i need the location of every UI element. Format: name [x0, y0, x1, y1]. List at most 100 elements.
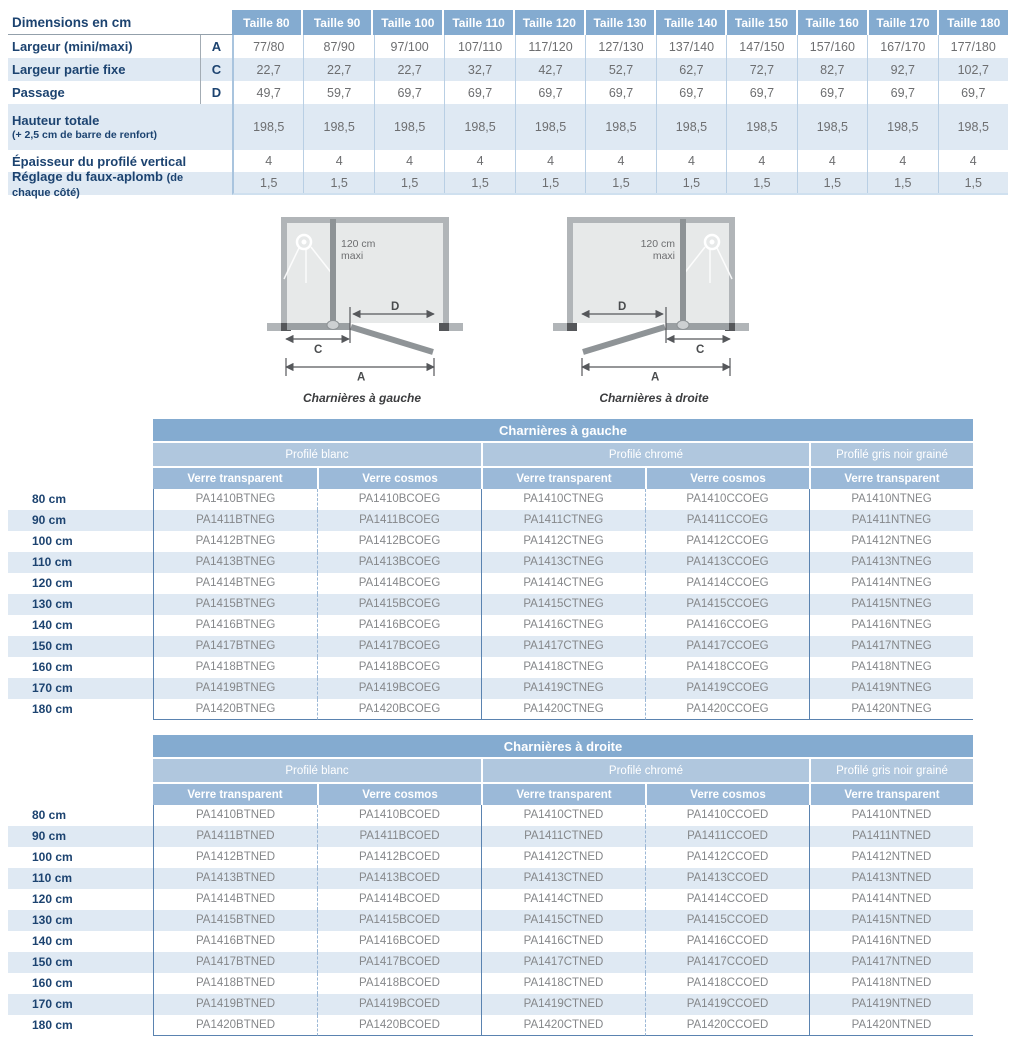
code-cell: PA1415BTNEG	[153, 594, 317, 615]
product-row: 180 cm PA1420BTNED PA1420BCOED PA1420CTN…	[8, 1015, 973, 1036]
row-values: 77/80 87/90 97/100 107/110 117/120 127/130 137…	[232, 35, 1008, 58]
code-cell: PA1412CCOED	[645, 847, 809, 868]
glass-header-cell: Verre transparent	[153, 468, 317, 489]
code-cell: PA1412BTNEG	[153, 531, 317, 552]
row-values: 49,7 59,7 69,7 69,7 69,7 69,7 69,7 69,7 69,7 69,7…	[232, 81, 1008, 104]
size-cell: 80 cm	[32, 808, 67, 822]
size-header-cell: Taille 120	[512, 10, 584, 35]
code-cell: PA1415BTNED	[153, 910, 317, 931]
size-cell: 90 cm	[32, 829, 67, 843]
value-cell: 1,5	[260, 175, 278, 190]
product-row: 180 cm PA1420BTNEG PA1420BCOEG PA1420CTN…	[8, 699, 973, 720]
row-label: Hauteur totale (+ 2,5 cm de barre de ren…	[8, 104, 200, 150]
diagram-right-caption: Charnières à droite	[599, 391, 709, 405]
code-cell: PA1420CTNEG	[481, 699, 645, 720]
row-values: 198,5 198,5 198,5 198,5 198,5 198,5 198,5 198,5…	[232, 104, 1008, 150]
code-cell: PA1416BTNEG	[153, 615, 317, 636]
dimension-letter: A	[200, 35, 232, 58]
glass-header-cell: Verre transparent	[153, 784, 317, 805]
product-row: 100 cm PA1412BTNED PA1412BCOED PA1412CTN…	[8, 847, 973, 868]
value-cell: 1,5	[726, 172, 796, 193]
code-cell: PA1411NTNED	[809, 826, 973, 847]
code-cell: PA1413BTNEG	[153, 552, 317, 573]
profile-header-blanc: Profilé blanc	[153, 759, 481, 782]
value-cell: 4	[726, 150, 796, 172]
value-cell: 4	[655, 150, 726, 172]
value-cell: 52,7	[585, 58, 655, 81]
dimension-letter	[200, 172, 232, 195]
code-cell: PA1415NTNEG	[809, 594, 973, 615]
code-cell: PA1414CTNEG	[481, 573, 645, 594]
code-cell: PA1419BTNEG	[153, 678, 317, 699]
code-cell: PA1415NTNED	[809, 910, 973, 931]
value-cell: 1,5	[585, 172, 655, 193]
size-cell: 160 cm	[32, 660, 73, 674]
dim-label-d: D	[618, 301, 626, 313]
size-cell: 120 cm	[32, 892, 73, 906]
spec-row-hauteur: Hauteur totale (+ 2,5 cm de barre de ren…	[8, 104, 1008, 150]
code-cell: PA1417CCOEG	[645, 636, 809, 657]
code-cell: PA1411BTNED	[153, 826, 317, 847]
value-cell: 4	[514, 150, 585, 172]
glass-header-cell: Verre cosmos	[317, 784, 481, 805]
diagram-hinges-left: 120 cm maxi D C A Charnières à gauche	[257, 211, 467, 405]
code-cell: PA1416NTNEG	[809, 615, 973, 636]
code-cell: PA1412NTNED	[809, 847, 973, 868]
size-header-cell: Taille 90	[300, 10, 372, 35]
product-row: 120 cm PA1414BTNEG PA1414BCOEG PA1414CTN…	[8, 573, 973, 594]
value-cell: 127/130	[585, 35, 655, 58]
code-cell: PA1414CTNED	[481, 889, 645, 910]
size-cell: 130 cm	[32, 913, 73, 927]
row-label: Réglage du faux-aplomb (de chaque côté)	[12, 168, 184, 199]
value-cell: 69,7	[585, 81, 655, 104]
value-cell: 69,7	[655, 81, 726, 104]
code-cell: PA1420NTNEG	[809, 699, 973, 720]
dimension-letter	[200, 104, 232, 150]
product-table-hinges-right: Charnières à droite Profilé blanc Profil…	[8, 735, 973, 1036]
code-cell: PA1414BTNEG	[153, 573, 317, 594]
code-cell: PA1419BCOEG	[317, 678, 481, 699]
product-row: 110 cm PA1413BTNEG PA1413BCOEG PA1413CTN…	[8, 552, 973, 573]
code-cell: PA1412NTNEG	[809, 531, 973, 552]
value-cell: 198,5	[373, 104, 444, 150]
code-cell: PA1410CTNED	[481, 805, 645, 826]
glass-header-cell: Verre cosmos	[645, 784, 809, 805]
value-cell: 198,5	[514, 104, 585, 150]
code-cell: PA1410BTNEG	[153, 489, 317, 510]
size-cell: 110 cm	[32, 871, 73, 885]
code-cell: PA1419BTNED	[153, 994, 317, 1015]
product-row: 130 cm PA1415BTNEG PA1415BCOEG PA1415CTN…	[8, 594, 973, 615]
code-cell: PA1416BTNED	[153, 931, 317, 952]
code-cell: PA1415BCOED	[317, 910, 481, 931]
code-cell: PA1418BTNEG	[153, 657, 317, 678]
code-cell: PA1416BCOED	[317, 931, 481, 952]
code-cell: PA1412CCOEG	[645, 531, 809, 552]
value-cell: 1,5	[373, 172, 444, 193]
code-cell: PA1420CCOEG	[645, 699, 809, 720]
code-cell: PA1419CTNEG	[481, 678, 645, 699]
spec-row-largeur: Largeur (mini/maxi) A 77/80 87/90 97/100 10…	[8, 35, 1008, 58]
code-cell: PA1411CCOED	[645, 826, 809, 847]
code-cell: PA1411CCOEG	[645, 510, 809, 531]
code-cell: PA1411CTNED	[481, 826, 645, 847]
code-cell: PA1416CTNED	[481, 931, 645, 952]
product-row: 160 cm PA1418BTNEG PA1418BCOEG PA1418CTN…	[8, 657, 973, 678]
code-cell: PA1412BTNED	[153, 847, 317, 868]
support-bar	[680, 219, 686, 327]
dimension-letter	[200, 150, 232, 172]
row-label: Largeur partie fixe	[12, 62, 126, 77]
code-cell: PA1413CCOEG	[645, 552, 809, 573]
code-cell: PA1419NTNEG	[809, 678, 973, 699]
code-cell: PA1411BTNEG	[153, 510, 317, 531]
row-note: (de chaque côté)	[12, 171, 184, 199]
profile-header-gris: Profilé gris noir grainé	[809, 443, 973, 466]
size-header-cell: Taille 80	[232, 10, 301, 35]
value-cell: 157/160	[796, 35, 867, 58]
code-cell: PA1412CTNED	[481, 847, 645, 868]
code-cell: PA1416CCOEG	[645, 615, 809, 636]
value-cell: 69,7	[796, 81, 867, 104]
value-cell: 198,5	[444, 104, 514, 150]
value-cell: 1,5	[514, 172, 585, 193]
product-row: 110 cm PA1413BTNED PA1413BCOED PA1413CTN…	[8, 868, 973, 889]
